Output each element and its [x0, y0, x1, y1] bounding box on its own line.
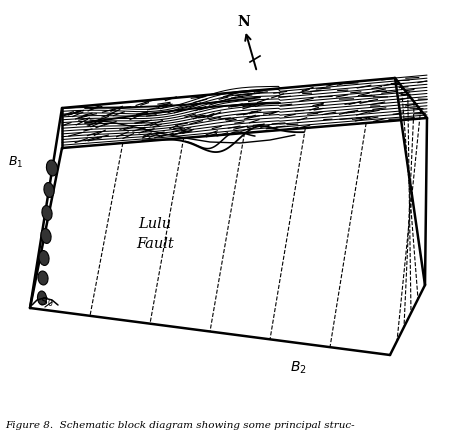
- Text: Lulu: Lulu: [138, 217, 172, 231]
- Ellipse shape: [37, 291, 46, 305]
- Text: Fault: Fault: [136, 237, 174, 251]
- Polygon shape: [30, 118, 427, 355]
- Text: $B_1$: $B_1$: [8, 155, 23, 170]
- Ellipse shape: [41, 229, 51, 244]
- Ellipse shape: [38, 271, 48, 285]
- Text: $B_2$: $B_2$: [290, 360, 306, 376]
- Text: Figure 8.  Schematic block diagram showing some principal struc-: Figure 8. Schematic block diagram showin…: [5, 421, 355, 430]
- Polygon shape: [395, 78, 427, 285]
- Ellipse shape: [46, 160, 58, 176]
- Text: $S_0$: $S_0$: [40, 295, 54, 309]
- Text: N: N: [237, 15, 250, 29]
- Ellipse shape: [44, 183, 54, 198]
- Polygon shape: [62, 78, 427, 148]
- Ellipse shape: [42, 205, 52, 220]
- Ellipse shape: [39, 251, 49, 265]
